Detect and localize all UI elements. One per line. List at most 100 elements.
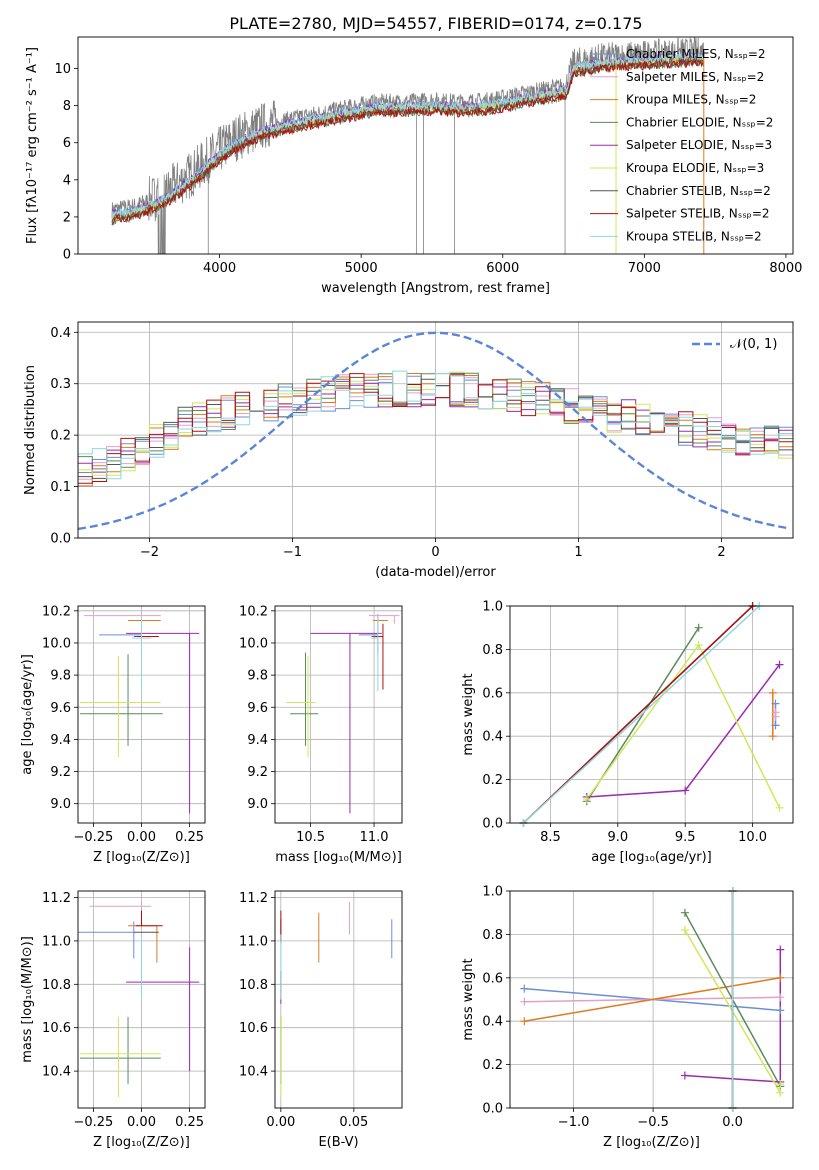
tick-label-y: 11.0 [42,934,71,949]
tick-label-x: 8.5 [540,830,561,845]
plot-area-residuals [78,331,793,531]
plot-area-ebv_vs_mass [280,901,393,1098]
axis-label-y: mass weight [461,673,476,755]
tick-label-y: 0.8 [482,928,503,943]
axes-frame [274,605,403,824]
axes-frame [77,321,794,539]
weight-line-salpeter-elodie [586,664,781,798]
tick-label-y: 9.6 [247,701,268,716]
weight-marker-kroupa-elodie [582,795,591,804]
weight-line-kroupa-elodie [586,643,781,809]
model-line-chabrier-stelib [111,55,704,223]
model-line-kroupa-stelib [111,51,704,219]
legend-label: Salpeter ELODIE, Nₛₛₚ=3 [626,138,772,152]
tick-label-y: 9.0 [247,797,268,812]
plot-area-z_weights [524,891,782,1108]
tick-label-y: 9.2 [247,765,268,780]
axis-label-y: mass [log₁₀(M/M⊙)] [20,936,35,1063]
tick-label-y: 2 [63,210,71,225]
legend-label: Chabrier STELIB, Nₛₛₚ=2 [626,184,771,198]
tick-label-x: 0.05 [339,1115,368,1130]
tick-label-x: 0.25 [175,830,204,845]
tick-label-y: 9.0 [50,797,71,812]
tick-label-y: 11.2 [42,891,71,906]
axes-frame [509,890,794,1109]
chart-mass_vs_age: 10.5 11.0 9.0 9.2 9.4 9.6 9.8 10.0 10.2 mass [log… [239,604,403,865]
tick-label-y: 4 [63,173,71,188]
legend-label: Salpeter STELIB, Nₛₛₚ=2 [626,207,770,221]
tick-label-x: −0.5 [637,1115,669,1130]
model-line-salpeter-miles [111,53,704,221]
axis-label-x: (data-model)/error [375,565,496,580]
weight-line-salpeter-stelib [522,606,754,823]
tick-label-y: 10 [54,62,71,77]
weight-marker-salpeter-elodie [680,1071,689,1080]
tick-label-x: −0.25 [73,830,113,845]
hist-kroupa-stelib [78,370,793,495]
weight-marker-salpeter-miles [776,993,785,1002]
axes-frame [77,605,206,824]
tick-label-x: 6000 [486,261,519,276]
tick-label-x: 4000 [203,261,236,276]
tick-label-y: 0.0 [482,1102,503,1117]
legend-label: Kroupa ELODIE, Nₛₛₚ=3 [626,161,764,175]
tick-label-x: 9.0 [607,830,628,845]
weight-marker-kroupa-elodie [694,641,703,650]
tick-label-x: 8000 [769,261,802,276]
chart-ebv_vs_mass: 0.00 0.05 10.4 10.6 10.8 11.0 11.2 E(B-V) [239,890,403,1150]
axis-label-x: E(B-V) [318,1135,358,1150]
tick-label-y: 10.4 [42,1065,71,1080]
weight-marker-kroupa-miles [768,732,777,741]
tick-label-x: −1 [283,545,302,560]
plot-area-mass_vs_age [286,614,400,814]
tick-label-y: 6 [63,136,71,151]
hist-salpeter-stelib [78,373,793,495]
weight-marker-chabrier-miles [776,1006,785,1015]
axis-label-x: age [log₁₀(age/yr)] [591,850,712,865]
tick-label-y: 1.0 [482,600,503,615]
plot-area-age_weights [522,606,781,823]
tick-label-x: 1 [574,545,582,560]
tick-label-y: 10.8 [239,978,268,993]
tick-label-y: 1.0 [482,885,503,900]
weight-marker-kroupa-elodie [776,1088,785,1097]
legend: Chabrier MILES, Nₛₛₚ=2 Salpeter MILES, Nₛ… [590,47,773,243]
weight-marker-chabrier-miles [771,721,780,730]
weight-marker-kroupa-miles [776,973,785,982]
weight-marker-salpeter-miles [771,708,780,717]
tick-label-x: 0.25 [175,1115,204,1130]
tick-label-x: 9.5 [675,830,696,845]
tick-label-y: 0.6 [482,686,503,701]
tick-label-y: 11.0 [239,934,268,949]
tick-label-y: 0.4 [50,326,71,341]
chart-z_weights: −1.0 −0.5 0.0 0.0 0.2 0.4 0.6 0.8 1.0 Z [log₁₀(Z/… [461,885,794,1150]
tick-label-y: 10.2 [42,604,71,619]
weight-marker-salpeter-elodie [681,786,690,795]
axis-label-x: mass [log₁₀(M/M⊙)] [275,850,402,865]
plot-area-spectrum [111,37,705,254]
weight-marker-salpeter-elodie [776,945,785,954]
legend-label: Chabrier ELODIE, Nₛₛₚ=2 [626,115,773,129]
chart-z_vs_mass: −0.25 0.00 0.25 10.4 10.6 10.8 11.0 11.2 Z [log₁… [20,890,206,1150]
tick-label-y: 9.8 [50,669,71,684]
tick-label-x: 7000 [628,261,661,276]
model-line-kroupa-miles [111,56,704,223]
tick-label-x: 10.0 [738,830,767,845]
legend-label: Chabrier MILES, Nₛₛₚ=2 [626,47,766,61]
tick-label-y: 0.0 [50,532,71,547]
tick-label-y: 9.2 [50,765,71,780]
model-line-chabrier-elodie [111,57,704,227]
tick-label-y: 0.4 [482,1015,503,1030]
tick-label-y: 10.0 [239,636,268,651]
weight-marker-salpeter-miles [520,997,529,1006]
tick-label-x: −2 [140,545,159,560]
chart-z_vs_age: −0.25 0.00 0.25 9.0 9.2 9.4 9.6 9.8 10.0 10.2 Z [l… [20,604,206,865]
tick-label-y: 9.4 [50,733,71,748]
model-line-salpeter-elodie [111,52,704,219]
tick-label-y: 0.2 [482,773,503,788]
axis-label-y: Normed distribution [23,365,38,495]
tick-label-y: 0 [63,248,71,263]
axis-label-x: Z [log₁₀(Z/Z⊙)] [603,1135,700,1150]
figure-title: PLATE=2780, MJD=54557, FIBERID=0174, z=0… [229,14,642,33]
